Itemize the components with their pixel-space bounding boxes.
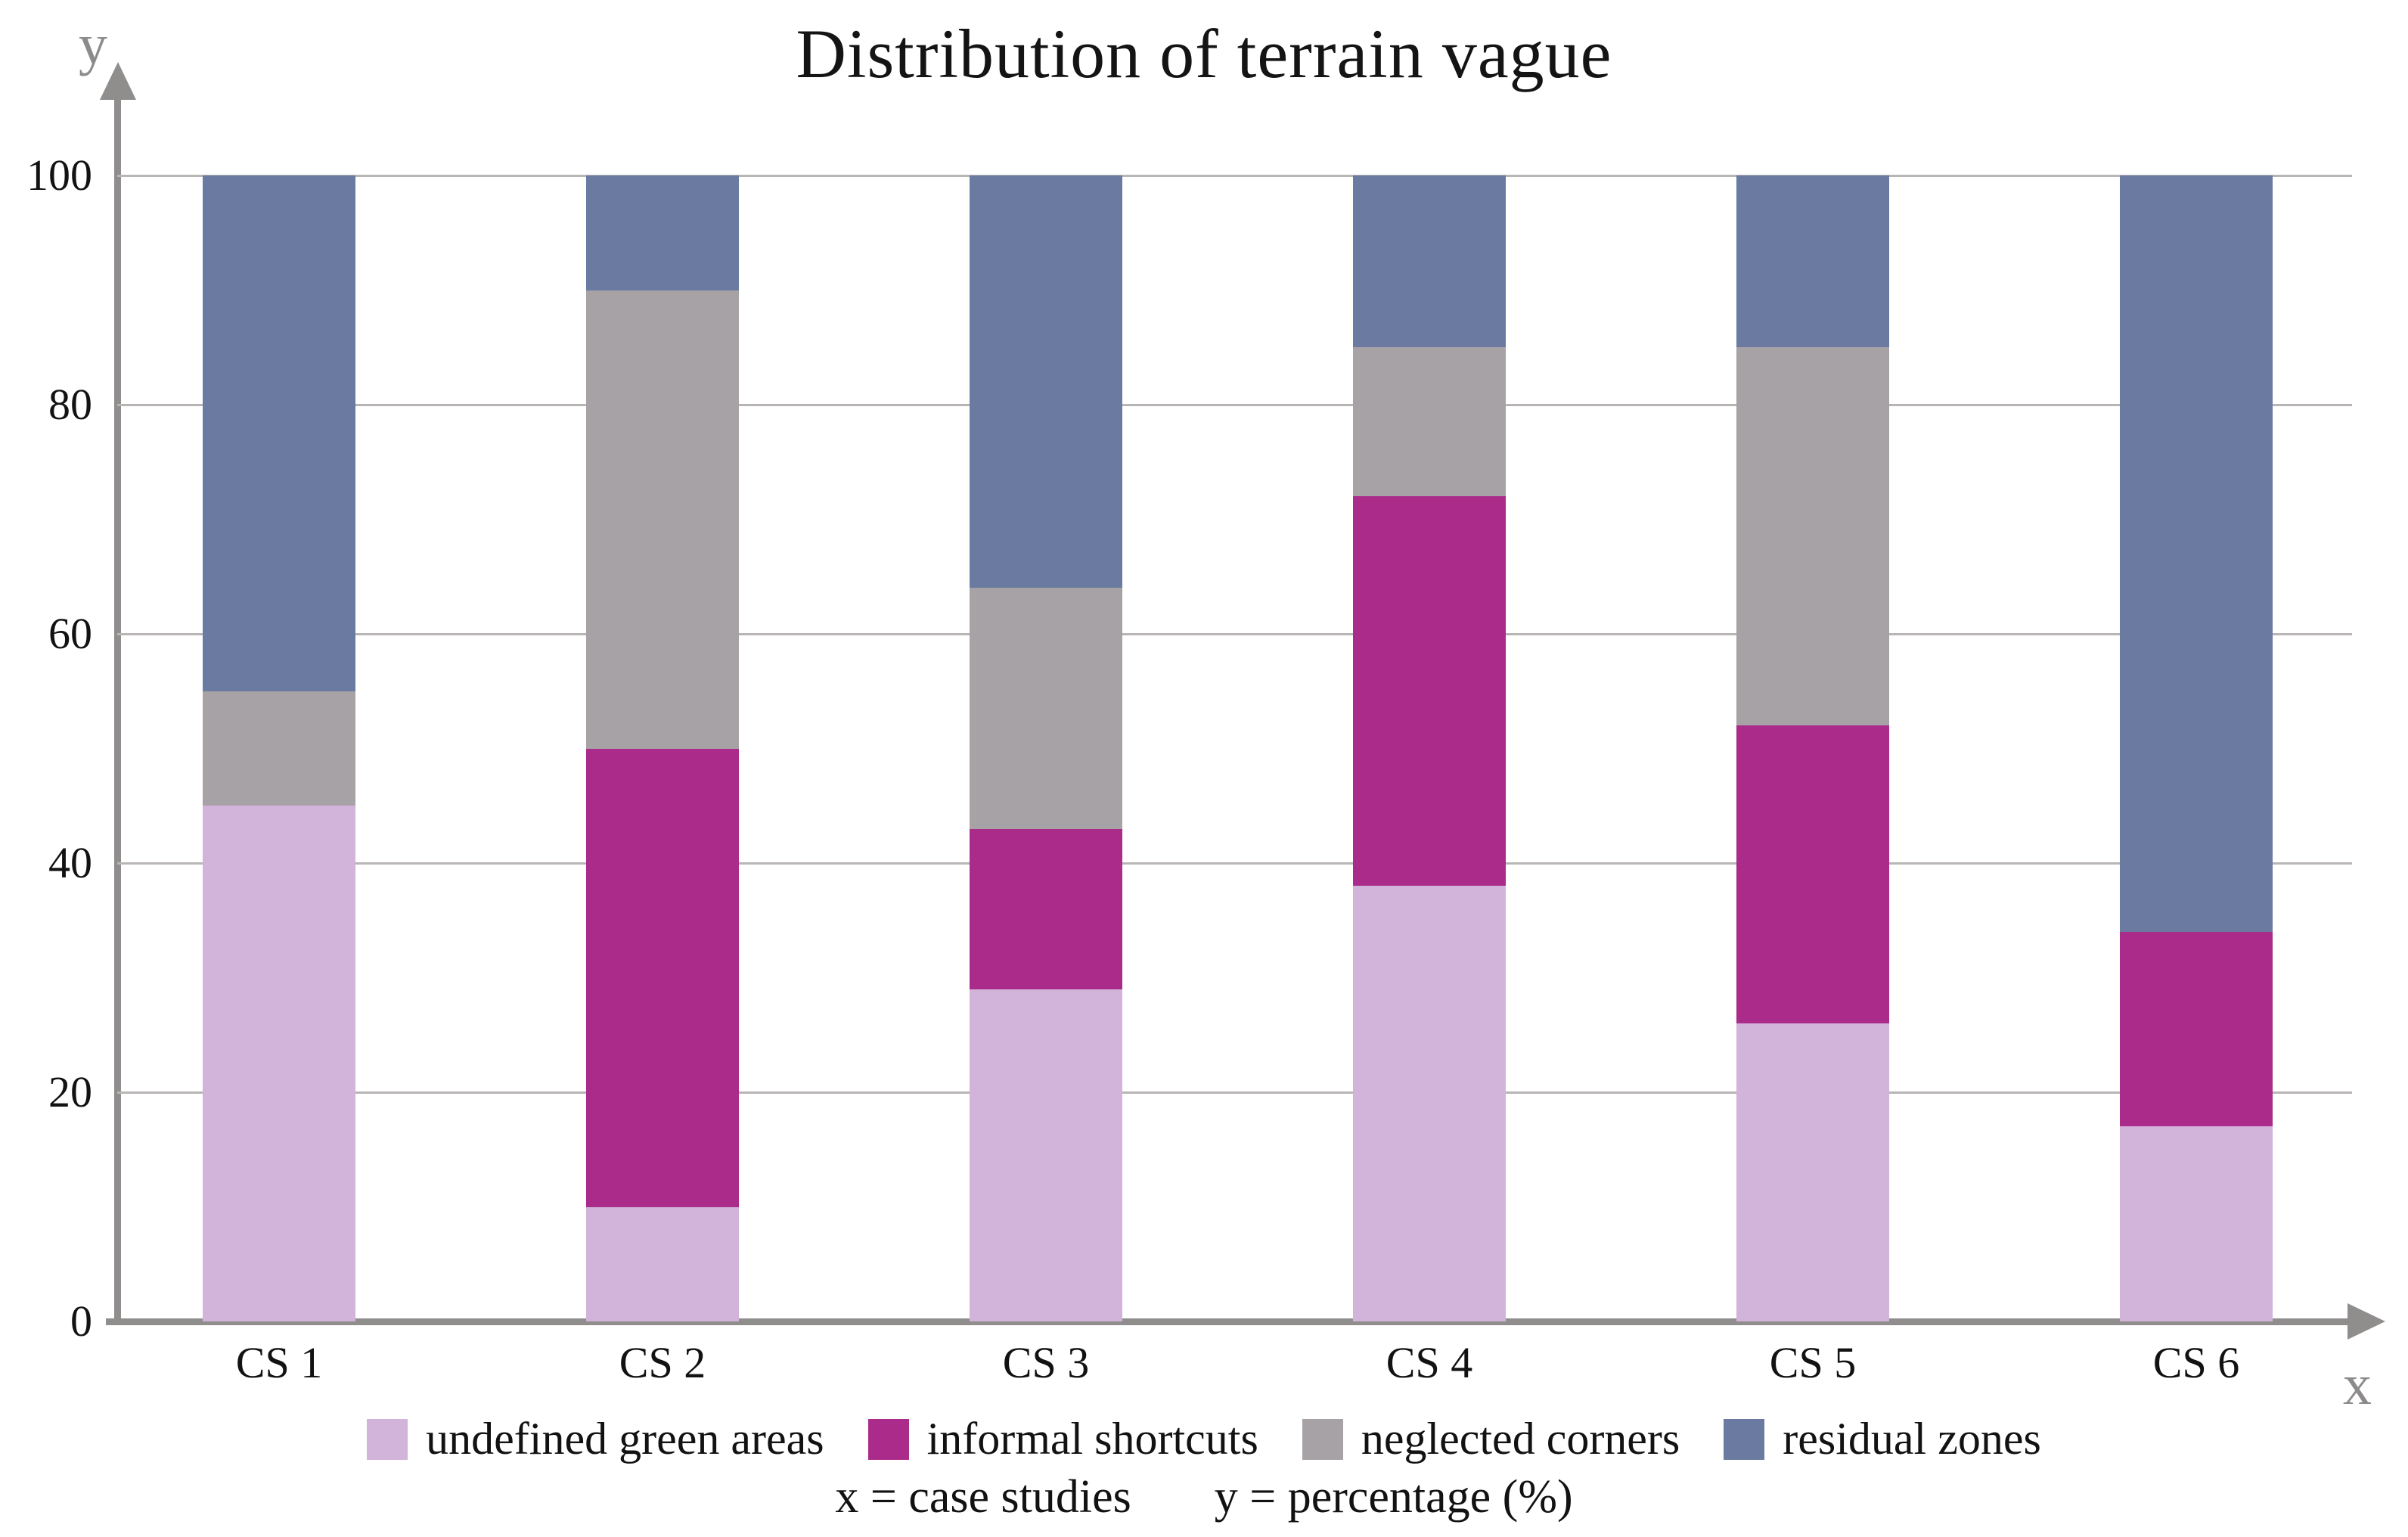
y-tick-label-20: 20 xyxy=(48,1067,92,1116)
bar-segment-cs1-residual-zones xyxy=(203,175,355,691)
gridline-60 xyxy=(117,632,2352,635)
y-tick-label-80: 80 xyxy=(48,380,92,429)
bar-segment-cs6-residual-zones xyxy=(2120,175,2273,932)
bar-segment-cs2-neglected-corners xyxy=(586,290,739,749)
y-axis-arrow-icon xyxy=(100,62,136,100)
legend-item-undefined-green-areas: undefined green areas xyxy=(367,1413,824,1465)
bar-segment-cs4-undefined-green-areas xyxy=(1353,886,1506,1321)
y-tick-label-60: 60 xyxy=(48,609,92,658)
legend-swatch-icon xyxy=(867,1418,909,1460)
gridline-20 xyxy=(117,1091,2352,1094)
bar-segment-cs2-informal-shortcuts xyxy=(586,748,739,1207)
x-tick-label-cs1: CS 1 xyxy=(235,1338,323,1387)
bar-segment-cs5-undefined-green-areas xyxy=(1736,1023,1889,1321)
legend-item-neglected-corners: neglected corners xyxy=(1302,1413,1680,1465)
bar-segment-cs3-neglected-corners xyxy=(970,588,1122,829)
bar-segment-cs5-neglected-corners xyxy=(1736,347,1889,726)
y-axis-line xyxy=(114,97,121,1325)
bar-segment-cs3-undefined-green-areas xyxy=(970,989,1122,1321)
x-tick-label-cs2: CS 2 xyxy=(619,1338,706,1387)
bar-segment-cs4-residual-zones xyxy=(1353,175,1506,348)
bar-segment-cs4-informal-shortcuts xyxy=(1353,496,1506,886)
x-tick-label-cs4: CS 4 xyxy=(1386,1338,1473,1387)
bar-segment-cs4-neglected-corners xyxy=(1353,347,1506,497)
caption-x: x = case studies xyxy=(835,1471,1131,1523)
legend-item-residual-zones: residual zones xyxy=(1724,1413,2041,1465)
y-tick-label-40: 40 xyxy=(48,838,92,887)
legend-label: neglected corners xyxy=(1361,1414,1680,1464)
bar-segment-cs6-informal-shortcuts xyxy=(2120,931,2273,1127)
legend-swatch-icon xyxy=(1302,1418,1343,1460)
legend-item-informal-shortcuts: informal shortcuts xyxy=(867,1413,1258,1465)
legend-label: residual zones xyxy=(1783,1414,2041,1464)
bar-segment-cs5-residual-zones xyxy=(1736,175,1889,348)
y-tick-label-100: 100 xyxy=(26,151,92,200)
y-tick-label-0: 0 xyxy=(70,1296,92,1346)
gridline-80 xyxy=(117,403,2352,406)
chart-title: Distribution of terrain vague xyxy=(796,15,1612,92)
x-axis-letter: x xyxy=(2343,1353,2372,1417)
x-axis-line xyxy=(106,1318,2351,1325)
bar-segment-cs3-residual-zones xyxy=(970,175,1122,588)
x-tick-label-cs5: CS 5 xyxy=(1769,1338,1857,1387)
axis-caption: x = case studies y = percentage (%) xyxy=(0,1470,2408,1524)
x-tick-label-cs6: CS 6 xyxy=(2152,1338,2240,1387)
legend-label: informal shortcuts xyxy=(926,1414,1258,1464)
bar-segment-cs6-undefined-green-areas xyxy=(2120,1126,2273,1321)
caption-y: y = percentage (%) xyxy=(1214,1471,1573,1523)
x-tick-label-cs3: CS 3 xyxy=(1002,1338,1090,1387)
bar-segment-cs2-residual-zones xyxy=(586,175,739,290)
bar-segment-cs3-informal-shortcuts xyxy=(970,828,1122,989)
bar-segment-cs1-undefined-green-areas xyxy=(203,806,355,1321)
bar-segment-cs5-informal-shortcuts xyxy=(1736,725,1889,1024)
gridline-100 xyxy=(117,174,2352,177)
legend: undefined green areas informal shortcuts n… xyxy=(0,1413,2408,1465)
legend-swatch-icon xyxy=(367,1418,408,1460)
bar-segment-cs1-neglected-corners xyxy=(203,691,355,806)
gridline-40 xyxy=(117,862,2352,865)
bar-segment-cs2-undefined-green-areas xyxy=(586,1206,739,1321)
x-axis-arrow-icon xyxy=(2347,1303,2385,1340)
legend-label: undefined green areas xyxy=(426,1414,824,1464)
legend-swatch-icon xyxy=(1724,1418,1765,1460)
